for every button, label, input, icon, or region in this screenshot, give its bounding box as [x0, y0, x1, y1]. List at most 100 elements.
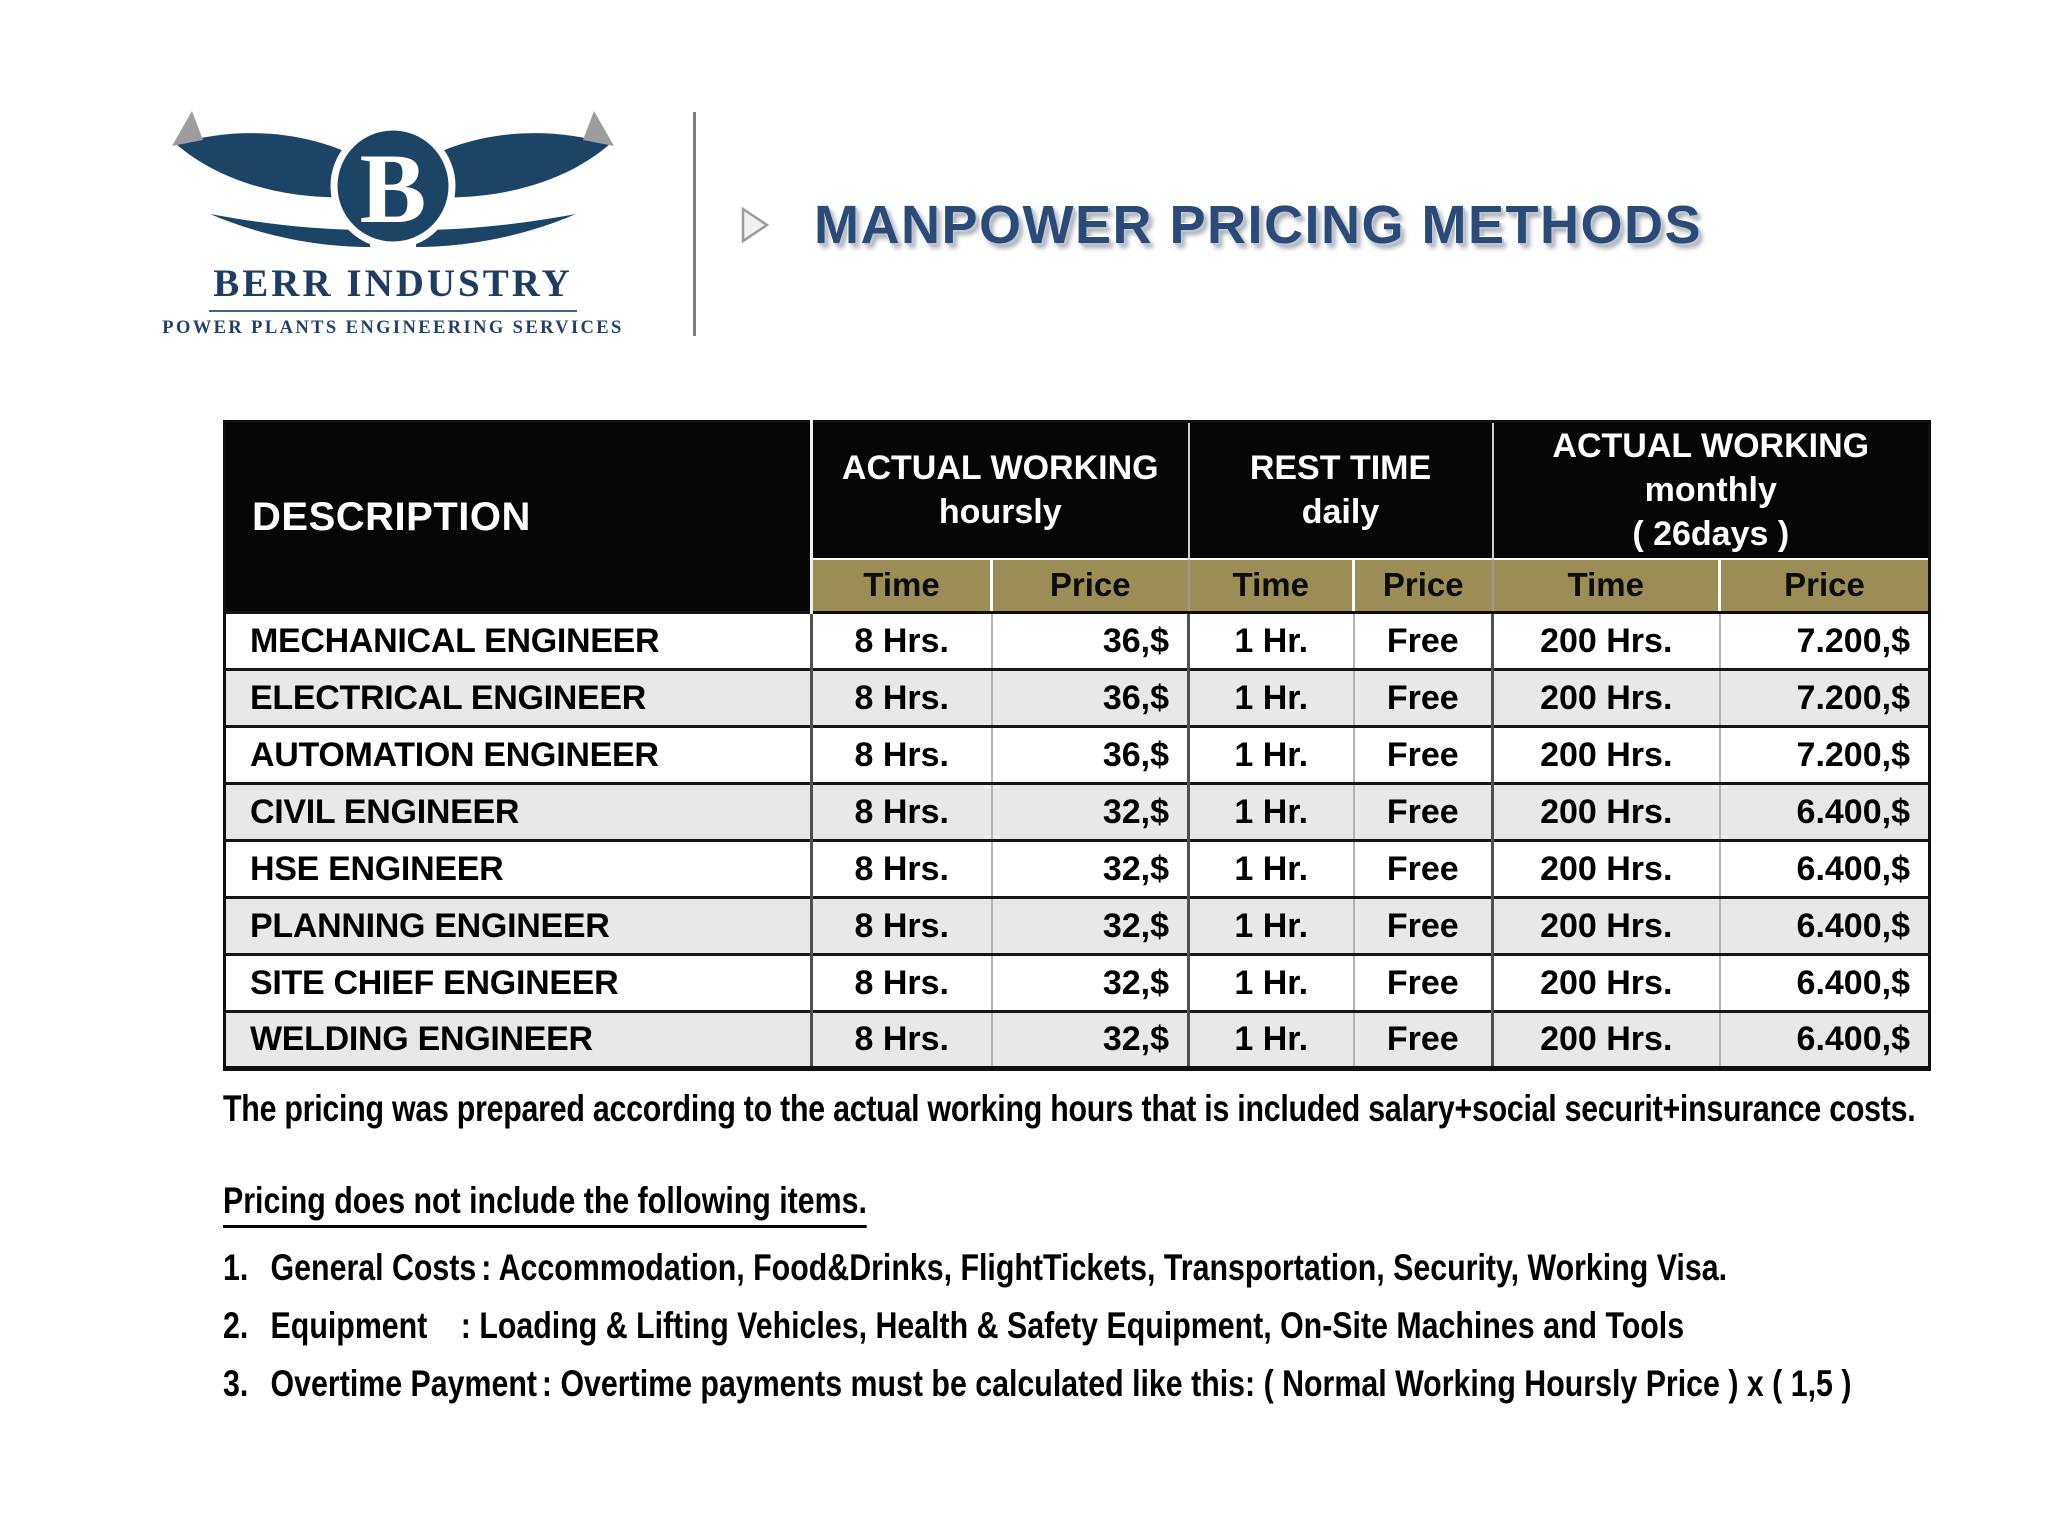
cell-time: 200 Hrs.	[1491, 725, 1720, 784]
cell-price: 32,$	[990, 1010, 1189, 1069]
table-row: SITE CHIEF ENGINEER 8 Hrs. 32,$ 1 Hr. Fr…	[224, 953, 1930, 1012]
cell-time: 1 Hr.	[1187, 1010, 1354, 1069]
cell-price: Free	[1352, 953, 1493, 1012]
cell-time: 8 Hrs.	[810, 953, 992, 1012]
brand-block: B BERR INDUSTRY POWER PLANTS ENGINEERING…	[160, 98, 626, 337]
page-title: MANPOWER PRICING METHODS	[814, 195, 1703, 255]
cell-price: 32,$	[990, 839, 1189, 898]
cell-price: Free	[1352, 896, 1493, 955]
cell-price: Free	[1352, 782, 1493, 841]
cell-price: 6.400,$	[1718, 839, 1930, 898]
group-header-line: ( 26days )	[1632, 515, 1790, 554]
cell-price: 7.200,$	[1718, 611, 1930, 670]
cell-time: 8 Hrs.	[810, 1010, 992, 1069]
cell-price: 7.200,$	[1718, 668, 1930, 727]
sub-header-time: Time	[810, 557, 992, 615]
group-header-line: daily	[1301, 493, 1380, 532]
table-row: HSE ENGINEER 8 Hrs. 32,$ 1 Hr. Free 200 …	[224, 839, 1930, 898]
cell-price: 6.400,$	[1718, 1010, 1930, 1069]
cell-description: MECHANICAL ENGINEER	[224, 611, 812, 670]
group-header-line: ACTUAL WORKING	[841, 449, 1159, 488]
cell-time: 1 Hr.	[1187, 953, 1354, 1012]
cell-time: 8 Hrs.	[810, 782, 992, 841]
triangle-bullet-icon	[741, 206, 770, 244]
cell-time: 8 Hrs.	[810, 896, 992, 955]
table-row: ELECTRICAL ENGINEER 8 Hrs. 36,$ 1 Hr. Fr…	[224, 668, 1930, 727]
cell-price: 32,$	[990, 896, 1189, 955]
item-number: 3.	[223, 1363, 249, 1404]
exclusion-item: 2. Equipment : Loading & Lifting Vehicle…	[223, 1296, 1684, 1354]
table-row: CIVIL ENGINEER 8 Hrs. 32,$ 1 Hr. Free 20…	[224, 782, 1930, 841]
group-header-row: DESCRIPTION ACTUAL WORKING hoursly REST …	[224, 421, 1930, 613]
cell-description: AUTOMATION ENGINEER	[224, 725, 812, 784]
exclusion-item: 3. Overtime Payment : Overtime payments …	[223, 1354, 1851, 1412]
cell-price: Free	[1352, 611, 1493, 670]
sub-header-time: Time	[1187, 557, 1354, 615]
sub-header-price: Price	[1718, 557, 1930, 615]
table-row: PLANNING ENGINEER 8 Hrs. 32,$ 1 Hr. Free…	[224, 896, 1930, 955]
table-row: MECHANICAL ENGINEER 8 Hrs. 36,$ 1 Hr. Fr…	[224, 611, 1930, 670]
col-header-description: DESCRIPTION	[224, 421, 813, 613]
cell-time: 200 Hrs.	[1491, 1010, 1720, 1069]
cell-price: 36,$	[990, 668, 1189, 727]
cell-time: 200 Hrs.	[1491, 782, 1720, 841]
cell-time: 200 Hrs.	[1491, 668, 1720, 727]
cell-time: 1 Hr.	[1187, 725, 1354, 784]
cell-time: 8 Hrs.	[810, 668, 992, 727]
cell-description: ELECTRICAL ENGINEER	[224, 668, 812, 727]
item-text: : Accommodation, Food&Drinks, FlightTick…	[481, 1247, 1728, 1288]
brand-tagline: POWER PLANTS ENGINEERING SERVICES	[162, 317, 624, 338]
item-text: : Overtime payments must be calculated l…	[541, 1363, 1852, 1404]
pricing-table: DESCRIPTION ACTUAL WORKING hoursly REST …	[223, 420, 1931, 1072]
cell-description: HSE ENGINEER	[224, 839, 812, 898]
group-header-line: hoursly	[938, 493, 1062, 532]
logo-letter: B	[360, 133, 427, 244]
col-group-rest-time-daily: REST TIME daily	[1187, 421, 1493, 559]
cell-price: Free	[1352, 1010, 1493, 1069]
cell-description: WELDING ENGINEER	[224, 1010, 812, 1069]
cell-price: 32,$	[990, 782, 1189, 841]
cell-time: 200 Hrs.	[1491, 896, 1720, 955]
cell-time: 1 Hr.	[1187, 611, 1354, 670]
notes-section: The pricing was prepared according to th…	[223, 1088, 1983, 1412]
cell-price: 7.200,$	[1718, 725, 1930, 784]
cell-price: Free	[1352, 839, 1493, 898]
cell-time: 8 Hrs.	[810, 725, 992, 784]
cell-description: PLANNING ENGINEER	[224, 896, 812, 955]
cell-time: 200 Hrs.	[1491, 953, 1720, 1012]
cell-time: 1 Hr.	[1187, 896, 1354, 955]
exclusions-list: 1. General Costs : Accommodation, Food&D…	[223, 1238, 1983, 1412]
cell-price: 32,$	[990, 953, 1189, 1012]
cell-price: 6.400,$	[1718, 953, 1930, 1012]
table-row: WELDING ENGINEER 8 Hrs. 32,$ 1 Hr. Free …	[224, 1010, 1930, 1069]
cell-price: 6.400,$	[1718, 782, 1930, 841]
cell-time: 8 Hrs.	[810, 839, 992, 898]
cell-time: 8 Hrs.	[810, 611, 992, 670]
cell-price: 6.400,$	[1718, 896, 1930, 955]
cell-price: 36,$	[990, 611, 1189, 670]
item-label: General Costs	[270, 1247, 477, 1288]
cell-price: Free	[1352, 725, 1493, 784]
cell-time: 1 Hr.	[1187, 839, 1354, 898]
cell-description: SITE CHIEF ENGINEER	[224, 953, 812, 1012]
sub-header-time: Time	[1491, 557, 1720, 615]
item-label: Equipment	[270, 1305, 428, 1346]
brand-name: BERR INDUSTRY	[209, 263, 577, 312]
exclusion-item: 1. General Costs : Accommodation, Food&D…	[223, 1238, 1727, 1296]
item-label: Overtime Payment	[270, 1363, 538, 1404]
group-header-line: REST TIME	[1249, 449, 1432, 488]
cell-description: CIVIL ENGINEER	[224, 782, 812, 841]
sub-header-row: Time Price Time Price Time Price	[225, 557, 1930, 615]
cell-time: 200 Hrs.	[1491, 611, 1720, 670]
title-row: MANPOWER PRICING METHODS	[740, 194, 1702, 256]
sub-header-price: Price	[1352, 557, 1493, 615]
item-text: : Loading & Lifting Vehicles, Health & S…	[460, 1305, 1685, 1346]
group-header-line: ACTUAL WORKING monthly	[1552, 427, 1870, 510]
exclusions-title-text: Pricing does not include the following i…	[223, 1180, 867, 1228]
vertical-divider	[693, 112, 696, 336]
item-number: 2.	[223, 1305, 249, 1346]
col-group-actual-working-hourly: ACTUAL WORKING hoursly	[811, 421, 1189, 559]
col-group-actual-working-monthly: ACTUAL WORKING monthly ( 26days )	[1491, 421, 1930, 559]
cell-price: 36,$	[990, 725, 1189, 784]
